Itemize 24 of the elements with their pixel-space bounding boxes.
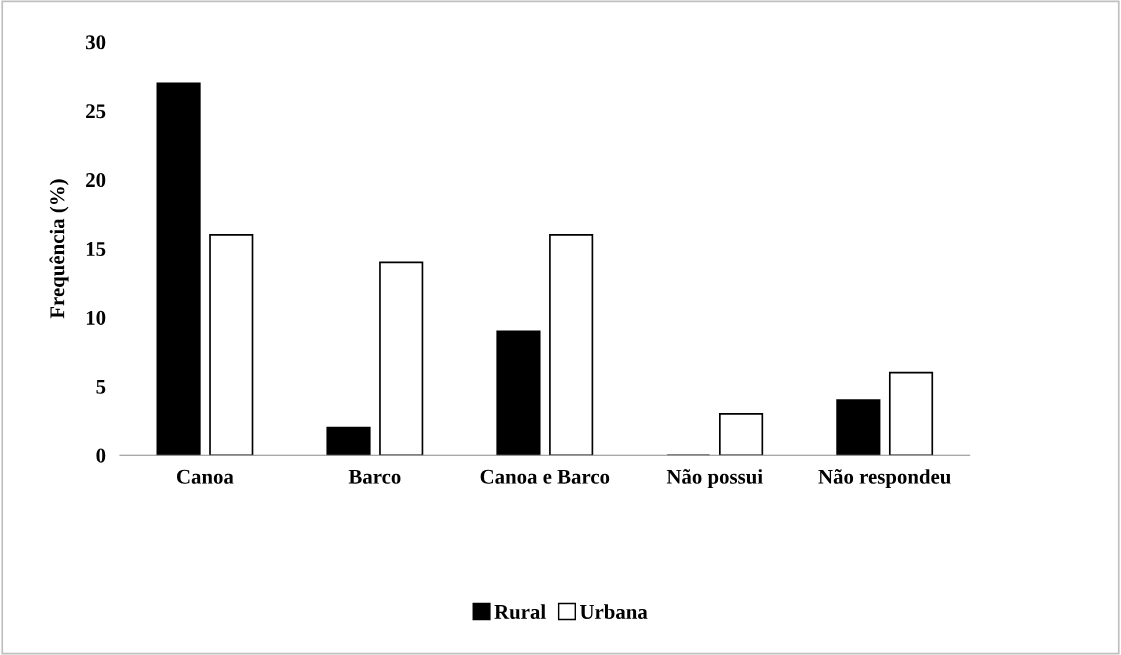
y-tick-label: 30 bbox=[86, 35, 106, 50]
x-tick-label: Não possui bbox=[666, 469, 763, 489]
x-tick-label: Barco bbox=[348, 469, 401, 484]
y-tick-label: 0 bbox=[96, 448, 106, 463]
x-tick-label: Canoa e Barco bbox=[480, 469, 610, 484]
x-tick-label: Não respondeu bbox=[818, 469, 951, 489]
bar bbox=[379, 261, 424, 456]
y-tick-label: 10 bbox=[86, 310, 106, 325]
y-tick-label: 20 bbox=[86, 173, 106, 188]
legend-label: Rural bbox=[494, 604, 546, 619]
bar bbox=[156, 82, 201, 456]
bar bbox=[836, 399, 881, 456]
bar bbox=[549, 233, 594, 456]
bar bbox=[719, 413, 764, 456]
y-axis-title: Frequência (%) bbox=[49, 179, 69, 319]
y-tick-label: 5 bbox=[96, 379, 106, 394]
bar bbox=[326, 426, 371, 456]
x-tick-label: Canoa bbox=[177, 469, 234, 484]
bar bbox=[496, 330, 541, 456]
legend-label: Urbana bbox=[579, 604, 648, 619]
y-tick-label: 15 bbox=[86, 242, 106, 257]
y-tick-label: 25 bbox=[86, 104, 106, 119]
bar bbox=[209, 233, 254, 456]
bar bbox=[888, 371, 934, 456]
